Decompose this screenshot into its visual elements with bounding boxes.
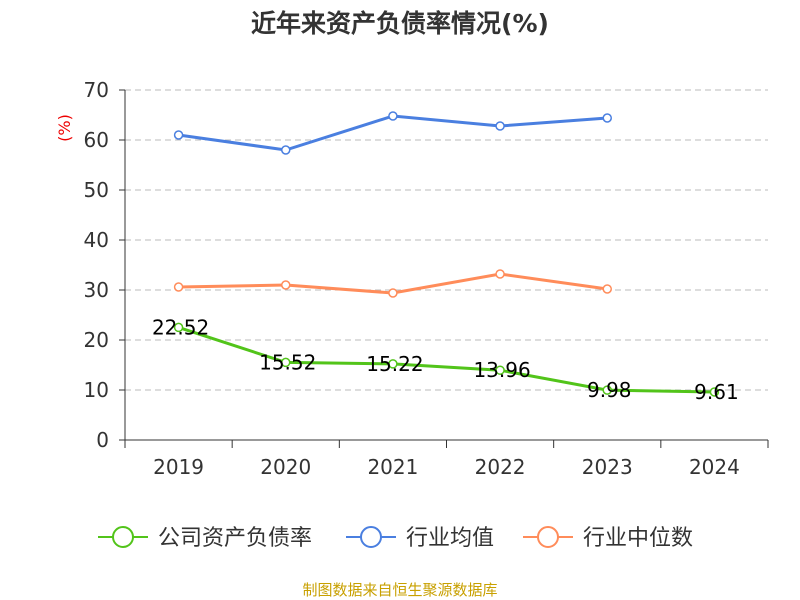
data-label: 15.22 xyxy=(366,352,423,376)
data-point[interactable] xyxy=(173,130,184,140)
x-tick-label: 2021 xyxy=(367,455,418,479)
data-point[interactable] xyxy=(602,113,612,123)
data-point[interactable] xyxy=(173,282,184,292)
x-tick-label: 2020 xyxy=(260,455,311,479)
data-point[interactable] xyxy=(281,357,291,368)
x-tick-label: 2022 xyxy=(475,455,526,479)
x-tick-label: 2019 xyxy=(153,455,204,479)
legend-marker-icon xyxy=(537,526,559,548)
data-point[interactable] xyxy=(388,111,398,121)
data-point[interactable] xyxy=(281,280,291,290)
data-point[interactable] xyxy=(709,387,720,397)
y-tick-label: 0 xyxy=(96,428,109,452)
chart-title: 近年来资产负债率情况(%) xyxy=(251,9,549,38)
data-point[interactable] xyxy=(388,288,398,298)
legend-item[interactable]: 行业均值 xyxy=(346,526,494,551)
legend-label: 行业中位数 xyxy=(583,526,693,551)
data-point[interactable] xyxy=(602,385,612,395)
legend-label: 公司资产负债率 xyxy=(158,526,312,551)
y-tick-label: 30 xyxy=(84,278,109,302)
data-label: 13.96 xyxy=(473,358,530,382)
legend-label: 行业均值 xyxy=(406,526,494,551)
data-point[interactable] xyxy=(495,365,505,375)
y-axis-label: (%) xyxy=(55,114,74,142)
source-note: 制图数据来自恒生聚源数据库 xyxy=(302,581,497,599)
y-tick-label: 60 xyxy=(84,128,109,152)
data-label: 15.52 xyxy=(259,350,316,374)
y-tick-label: 70 xyxy=(84,78,109,102)
data-label: 22.52 xyxy=(152,315,209,339)
y-tick-label: 40 xyxy=(84,228,109,252)
data-point[interactable] xyxy=(173,322,184,333)
legend-item[interactable]: 公司资产负债率 xyxy=(98,526,312,551)
data-label: 9.98 xyxy=(587,378,632,402)
data-point[interactable] xyxy=(281,145,291,155)
y-tick-label: 20 xyxy=(84,328,109,352)
legend-marker-icon xyxy=(360,526,382,548)
legend-marker-icon xyxy=(112,526,134,548)
y-tick-label: 50 xyxy=(84,178,109,202)
series-line xyxy=(178,114,608,152)
y-tick-label: 10 xyxy=(84,378,109,402)
series-line xyxy=(178,325,715,394)
data-point[interactable] xyxy=(388,359,398,369)
data-point[interactable] xyxy=(495,269,505,279)
data-label: 9.61 xyxy=(694,380,739,404)
legend-item[interactable]: 行业中位数 xyxy=(523,526,693,551)
data-point[interactable] xyxy=(495,121,505,131)
x-tick-label: 2023 xyxy=(582,455,633,479)
data-point[interactable] xyxy=(602,284,612,294)
x-tick-label: 2024 xyxy=(689,455,740,479)
